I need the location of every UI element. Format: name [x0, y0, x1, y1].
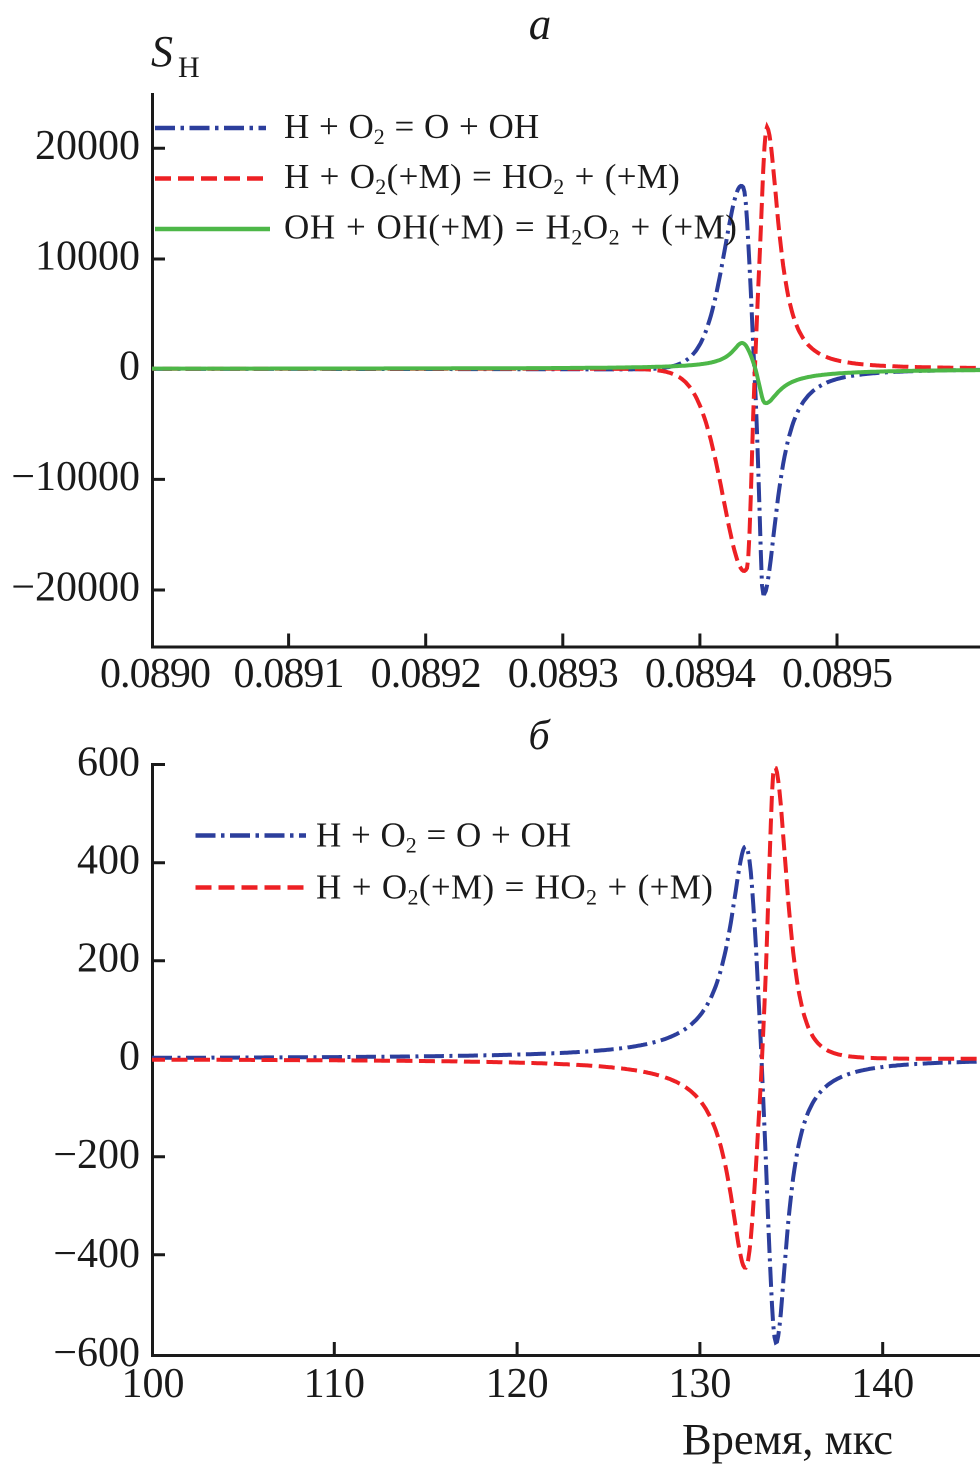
svg-text:10000: 10000 — [35, 234, 140, 280]
svg-text:400: 400 — [77, 837, 140, 883]
svg-text:0.0891: 0.0891 — [234, 651, 344, 697]
svg-text:−400: −400 — [53, 1231, 140, 1277]
svg-text:110: 110 — [304, 1361, 365, 1407]
svg-text:Время, мкс: Время, мкс — [682, 1414, 893, 1464]
svg-text:H + O2 = O + OH: H + O2 = O + OH — [316, 816, 571, 858]
svg-text:a: a — [529, 0, 552, 49]
svg-text:140: 140 — [851, 1361, 914, 1407]
svg-text:130: 130 — [668, 1361, 731, 1407]
svg-text:H + O2(+M) = HO2 + (+M): H + O2(+M) = HO2 + (+M) — [316, 868, 713, 910]
svg-text:0.0892: 0.0892 — [371, 651, 481, 697]
svg-text:−600: −600 — [53, 1330, 140, 1376]
svg-text:0.0894: 0.0894 — [645, 651, 756, 697]
svg-text:200: 200 — [77, 935, 140, 981]
svg-text:100: 100 — [122, 1361, 185, 1407]
svg-text:H + O2 = O + OH: H + O2 = O + OH — [284, 107, 539, 149]
svg-text:0.0895: 0.0895 — [782, 651, 892, 697]
svg-text:S: S — [151, 27, 173, 76]
svg-text:б: б — [528, 713, 551, 759]
svg-text:0.0893: 0.0893 — [508, 651, 618, 697]
svg-text:20000: 20000 — [35, 123, 140, 169]
svg-text:−10000: −10000 — [11, 454, 140, 500]
svg-text:H + O2(+M) = HO2 + (+M): H + O2(+M) = HO2 + (+M) — [284, 157, 680, 199]
svg-text:600: 600 — [77, 740, 140, 786]
svg-text:120: 120 — [486, 1361, 549, 1407]
svg-text:H: H — [178, 51, 200, 84]
svg-text:−20000: −20000 — [11, 565, 140, 611]
svg-text:0: 0 — [119, 344, 140, 390]
svg-text:0.0890: 0.0890 — [100, 651, 210, 697]
svg-text:−200: −200 — [53, 1132, 140, 1178]
svg-text:OH + OH(+M) = H2O2 + (+M): OH + OH(+M) = H2O2 + (+M) — [284, 208, 738, 250]
svg-text:0: 0 — [119, 1033, 140, 1079]
